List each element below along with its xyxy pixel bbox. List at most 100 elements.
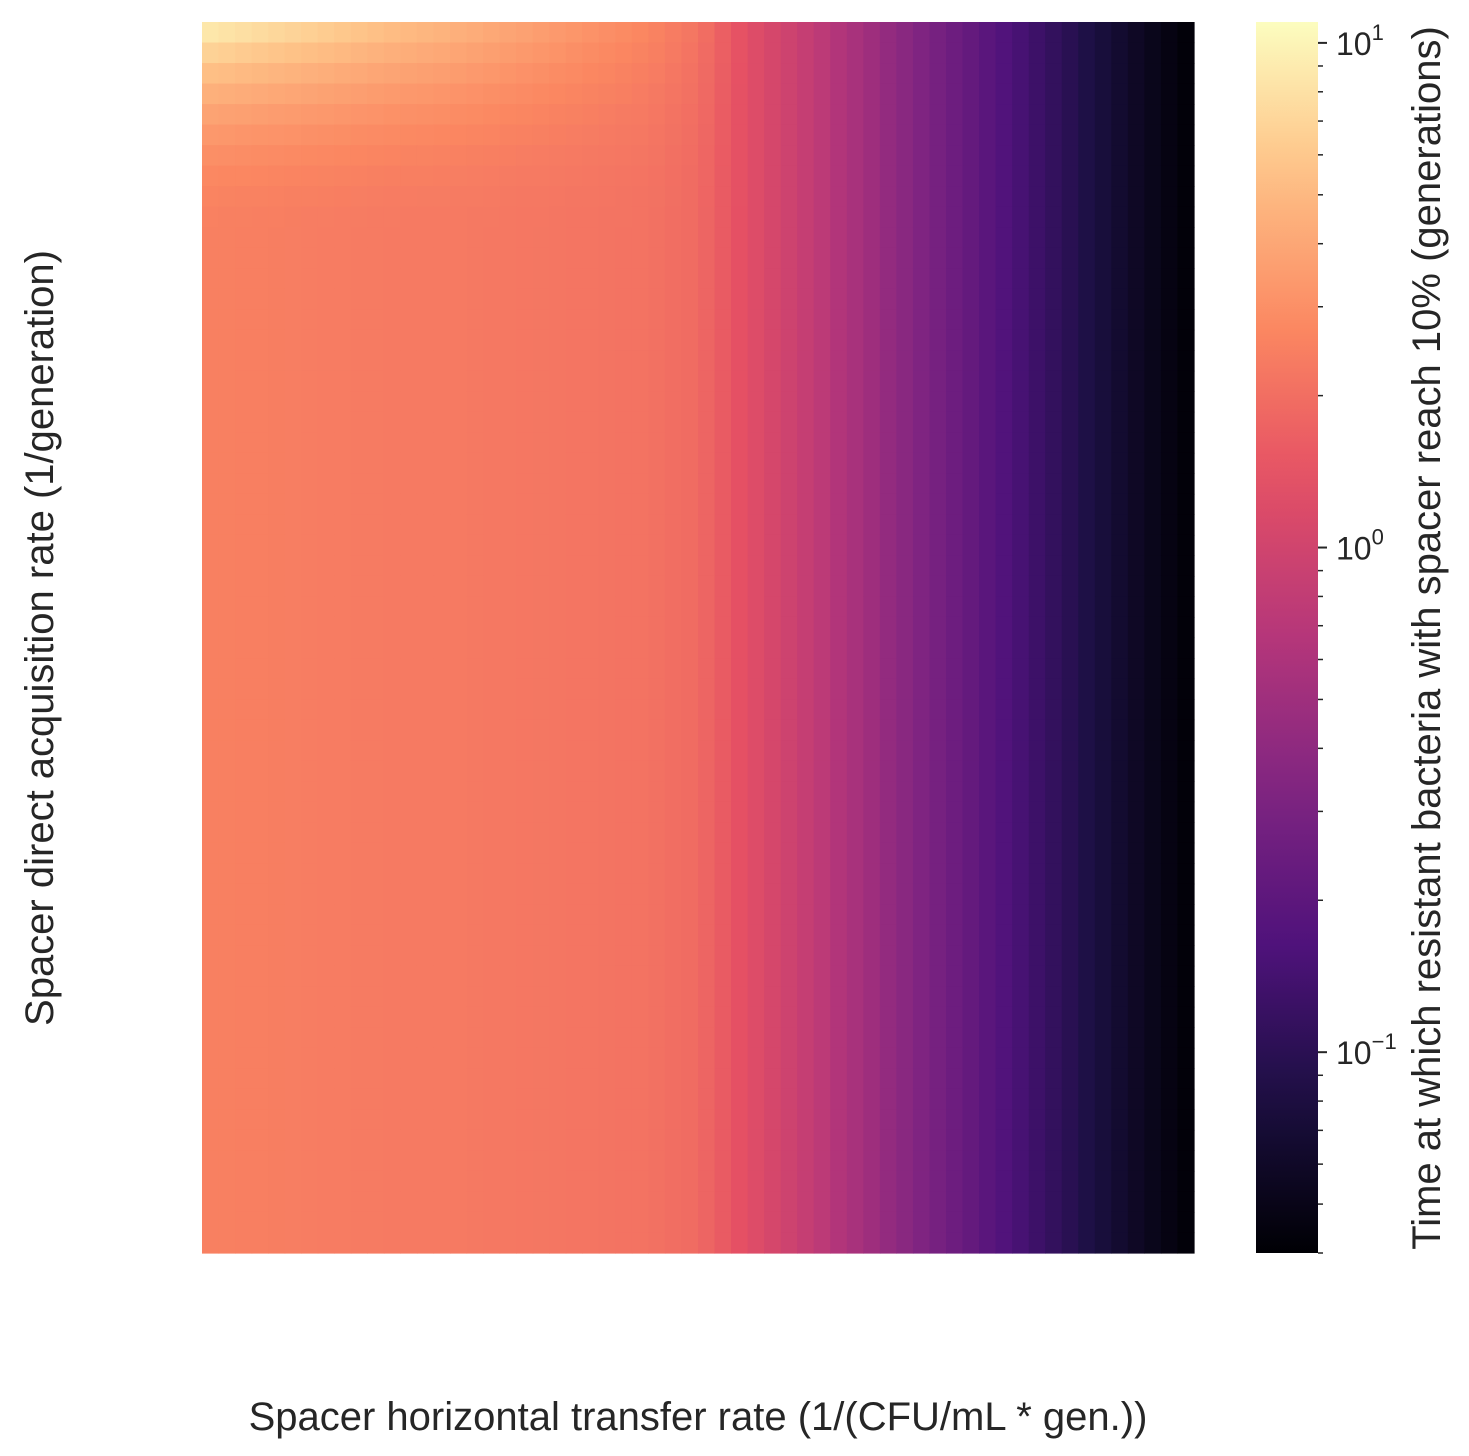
heatmap-cell xyxy=(1045,42,1063,64)
heatmap-cell xyxy=(731,288,749,310)
heatmap-cell xyxy=(929,965,947,987)
heatmap-cell xyxy=(962,1047,980,1069)
heatmap-cell xyxy=(1028,247,1046,269)
heatmap-cell xyxy=(714,411,732,433)
heatmap-cell xyxy=(582,268,600,290)
heatmap-cell xyxy=(846,473,864,495)
heatmap-cell xyxy=(565,1088,583,1110)
heatmap-cell xyxy=(698,493,716,515)
heatmap-cell xyxy=(1111,1047,1129,1069)
heatmap-cell xyxy=(648,596,666,618)
heatmap-cell xyxy=(830,924,848,946)
heatmap-cell xyxy=(466,801,484,823)
heatmap-cell xyxy=(979,145,997,167)
heatmap-cell xyxy=(235,1232,253,1254)
heatmap-cell xyxy=(1028,740,1046,762)
heatmap-cell xyxy=(813,678,831,700)
heatmap-cell xyxy=(1144,1232,1162,1254)
heatmap-cell xyxy=(350,329,368,351)
heatmap-cell xyxy=(334,1006,352,1028)
heatmap-cell xyxy=(301,22,319,44)
heatmap-cell xyxy=(251,1006,269,1028)
heatmap-cell xyxy=(1094,145,1112,167)
heatmap-cell xyxy=(532,1088,550,1110)
heatmap-cell xyxy=(912,1191,931,1213)
heatmap-cell xyxy=(797,883,815,905)
heatmap-cell xyxy=(681,719,699,741)
heatmap-cell xyxy=(631,227,649,249)
heatmap-cell xyxy=(664,288,683,310)
heatmap-cell xyxy=(268,145,286,167)
heatmap-cell xyxy=(1078,288,1096,310)
heatmap-cell xyxy=(334,904,352,926)
heatmap-cell xyxy=(202,350,220,372)
heatmap-cell xyxy=(499,1068,517,1090)
heatmap-cell xyxy=(830,1211,848,1234)
heatmap-cell xyxy=(912,493,931,515)
heatmap-cell xyxy=(813,658,831,680)
heatmap-cell xyxy=(284,350,302,372)
heatmap-cell xyxy=(317,904,335,926)
heatmap-cell xyxy=(1094,616,1112,639)
heatmap-cell xyxy=(830,473,848,495)
heatmap-cell xyxy=(946,658,964,680)
heatmap-cell xyxy=(962,637,980,659)
heatmap-cell xyxy=(863,1211,881,1234)
heatmap-cell xyxy=(549,637,567,659)
heatmap-cell xyxy=(664,555,683,577)
heatmap-cell xyxy=(466,904,484,926)
heatmap-cell xyxy=(698,1006,716,1028)
heatmap-cell xyxy=(863,42,881,64)
heatmap-cell xyxy=(499,391,517,413)
heatmap-cell xyxy=(1127,1150,1145,1172)
heatmap-cell xyxy=(979,83,997,105)
heatmap-cell xyxy=(1094,370,1112,392)
heatmap-cell xyxy=(863,165,881,187)
heatmap-cell xyxy=(284,42,302,64)
heatmap-cell xyxy=(797,534,815,557)
heatmap-cell xyxy=(896,309,914,331)
heatmap-cell xyxy=(714,945,732,967)
heatmap-cell xyxy=(896,719,914,741)
heatmap-cell xyxy=(416,1211,435,1234)
heatmap-cell xyxy=(350,699,368,721)
heatmap-cell xyxy=(268,781,286,803)
heatmap-cell xyxy=(582,104,600,126)
heatmap-cell xyxy=(714,288,732,310)
heatmap-cell xyxy=(615,924,633,946)
heatmap-cell xyxy=(598,206,616,228)
heatmap-cell xyxy=(962,555,980,577)
heatmap-cell xyxy=(466,986,484,1008)
heatmap-cell xyxy=(334,658,352,680)
heatmap-cell xyxy=(284,227,302,249)
heatmap-cell xyxy=(979,42,997,64)
heatmap-cell xyxy=(549,842,567,864)
heatmap-cell xyxy=(714,514,732,536)
heatmap-cell xyxy=(830,268,848,290)
heatmap-cell xyxy=(863,247,881,269)
heatmap-cell xyxy=(1127,822,1145,844)
heatmap-cell xyxy=(334,965,352,987)
heatmap-cell xyxy=(549,781,567,803)
heatmap-cell xyxy=(1078,124,1096,146)
heatmap-cell xyxy=(648,22,666,44)
heatmap-cell xyxy=(1045,555,1063,577)
heatmap-cell xyxy=(1177,124,1195,146)
heatmap-cell xyxy=(764,945,782,967)
heatmap-cell xyxy=(268,165,286,187)
heatmap-cell xyxy=(499,42,517,64)
heatmap-cell xyxy=(979,514,997,536)
heatmap-cell xyxy=(896,329,914,351)
heatmap-cell xyxy=(400,1232,418,1254)
heatmap-cell xyxy=(516,760,534,782)
heatmap-cell xyxy=(929,1047,947,1069)
heatmap-cell xyxy=(813,555,831,577)
heatmap-cell xyxy=(317,965,335,987)
heatmap-cell xyxy=(631,801,649,823)
heatmap-cell xyxy=(549,1088,567,1110)
heatmap-cell xyxy=(929,924,947,946)
heatmap-cell xyxy=(350,309,368,331)
heatmap-cell xyxy=(1177,678,1195,700)
heatmap-cell xyxy=(549,534,567,557)
heatmap-cell xyxy=(731,596,749,618)
